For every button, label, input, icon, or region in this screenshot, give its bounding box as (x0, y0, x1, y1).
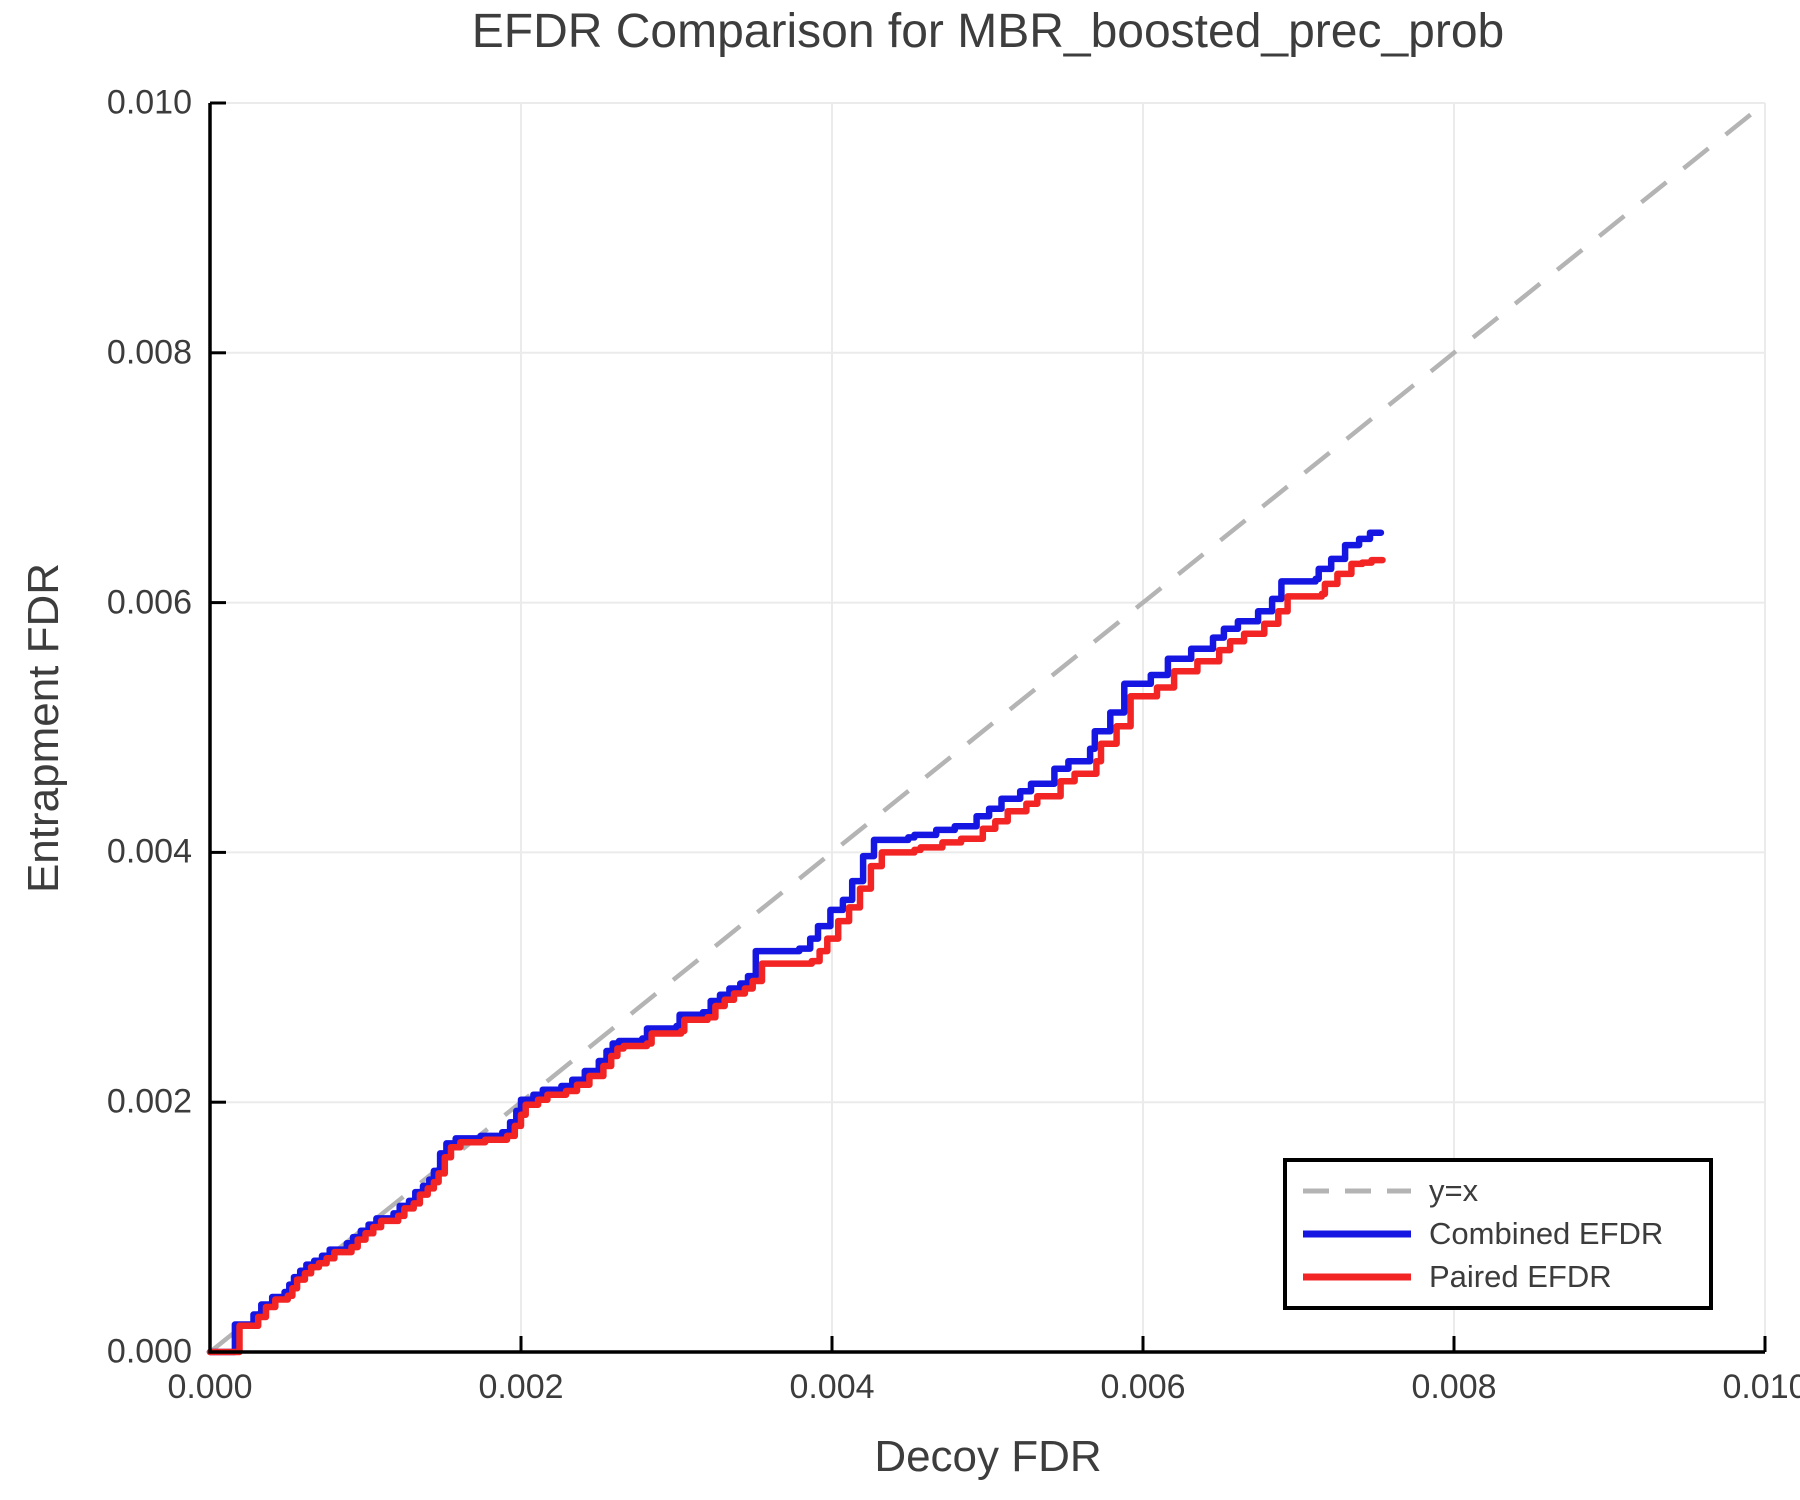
legend-label-diagonal: y=x (1429, 1173, 1479, 1208)
y-tick-label-0.002: 0.002 (106, 1082, 192, 1121)
series-line-combined-efdr (206, 529, 1385, 1356)
series-line-paired-efdr (206, 556, 1386, 1356)
x-tick-label-0.002: 0.002 (478, 1368, 564, 1406)
legend: y=x Combined EFDR Paired EFDR (1283, 1158, 1713, 1310)
legend-line-combined-icon (1303, 1230, 1411, 1238)
legend-label-combined: Combined EFDR (1429, 1216, 1664, 1251)
x-tick-label-0.008: 0.008 (1411, 1368, 1497, 1406)
x-tick-label-0.000: 0.000 (167, 1368, 253, 1406)
chart-title: EFDR Comparison for MBR_boosted_prec_pro… (471, 5, 1505, 58)
x-tick-label-0.004: 0.004 (789, 1368, 875, 1406)
x-tick-label-0.010: 0.010 (1722, 1368, 1800, 1406)
y-tick-label-0.006: 0.006 (106, 583, 192, 622)
x-tick-label-0.006: 0.006 (1100, 1368, 1186, 1406)
x-axis-label: Decoy FDR (874, 1432, 1102, 1481)
legend-item-combined: Combined EFDR (1301, 1216, 1709, 1252)
y-tick-label-0.010: 0.010 (106, 83, 192, 122)
legend-label-paired: Paired EFDR (1429, 1259, 1612, 1294)
legend-line-paired-icon (1303, 1273, 1411, 1281)
y-tick-label-0.000: 0.000 (106, 1332, 192, 1371)
legend-item-diagonal: y=x (1301, 1173, 1709, 1209)
legend-line-dashed-icon (1303, 1188, 1411, 1194)
legend-item-paired: Paired EFDR (1301, 1259, 1709, 1295)
y-tick-label-0.008: 0.008 (106, 333, 192, 372)
y-tick-label-0.004: 0.004 (106, 832, 192, 871)
